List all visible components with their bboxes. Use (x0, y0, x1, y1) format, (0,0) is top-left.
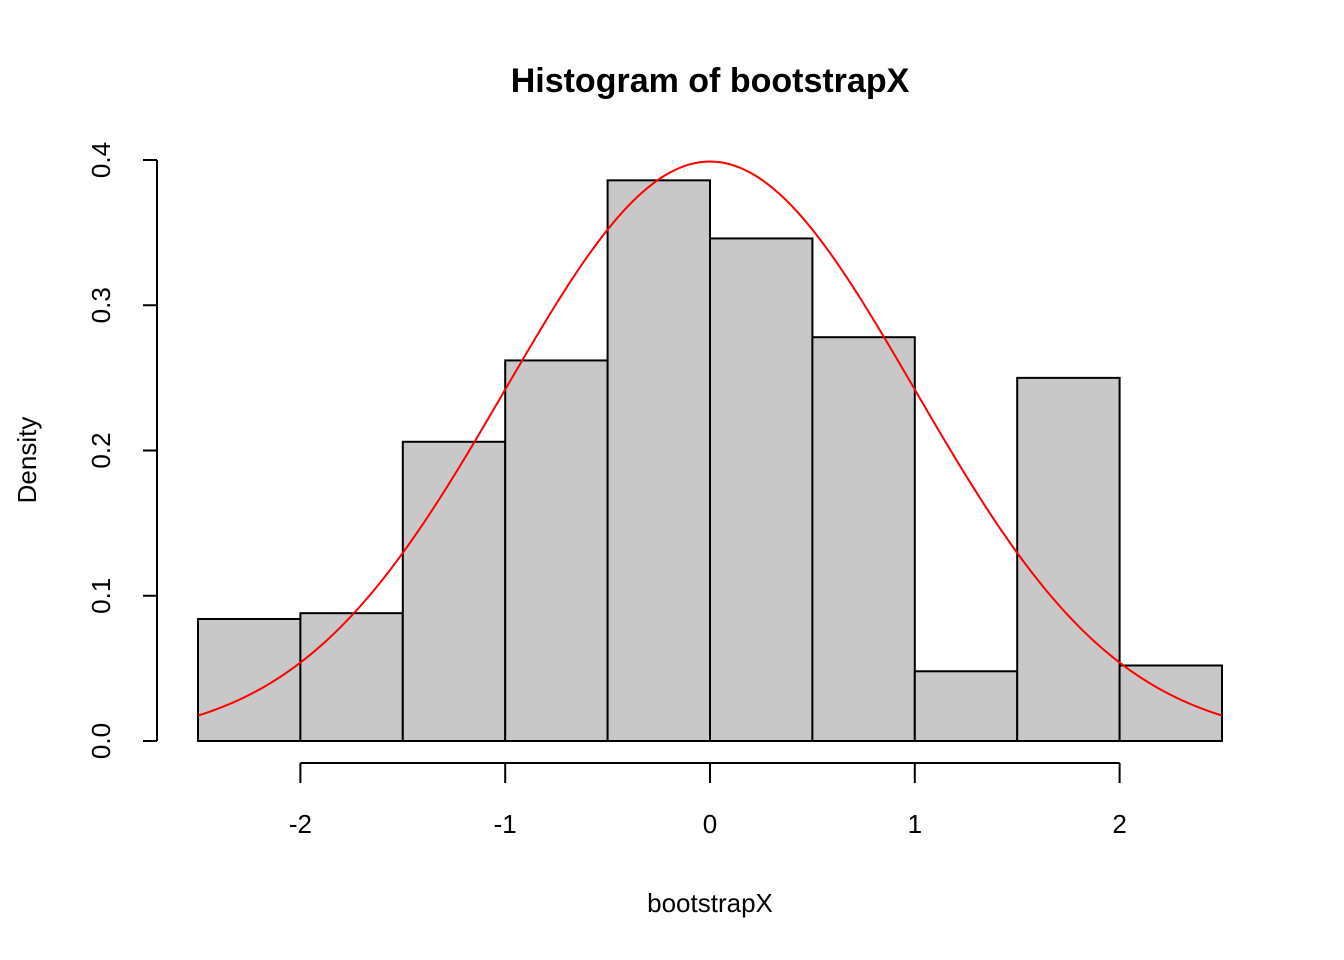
histogram-bar-6 (811, 336, 916, 742)
y-axis-label: Density (12, 417, 42, 504)
y-tick-label-3: 0.3 (86, 287, 116, 323)
histogram-bar-7 (913, 670, 1019, 743)
histogram-bar-3 (504, 359, 609, 742)
chart-title: Histogram of bootstrapX (511, 62, 910, 100)
x-tick-label-2: 0 (703, 809, 717, 839)
histogram-bar-9 (1118, 664, 1223, 742)
x-axis-label: bootstrapX (647, 888, 773, 918)
histogram-bar-2 (401, 440, 507, 742)
normal-density-curve (197, 160, 1223, 717)
x-tick-label-0: -2 (289, 809, 312, 839)
y-tick-label-4: 0.4 (86, 142, 116, 178)
y-tick-label-1: 0.1 (86, 578, 116, 614)
histogram-bar-4 (606, 179, 711, 742)
histogram-bar-8 (1016, 376, 1121, 742)
x-tick-label-3: 1 (908, 809, 922, 839)
histogram-bar-1 (299, 612, 404, 742)
bars-group (197, 179, 1223, 743)
histogram-bar-0 (197, 617, 302, 742)
x-axis: -2 -1 0 1 2 (289, 762, 1127, 839)
histogram-bar-5 (709, 237, 814, 742)
y-axis: 0.0 0.1 0.2 0.3 0.4 (86, 142, 158, 759)
x-tick-label-4: 2 (1112, 809, 1126, 839)
x-tick-label-1: -1 (494, 809, 517, 839)
y-tick-label-0: 0.0 (86, 723, 116, 759)
y-tick-label-2: 0.2 (86, 432, 116, 468)
